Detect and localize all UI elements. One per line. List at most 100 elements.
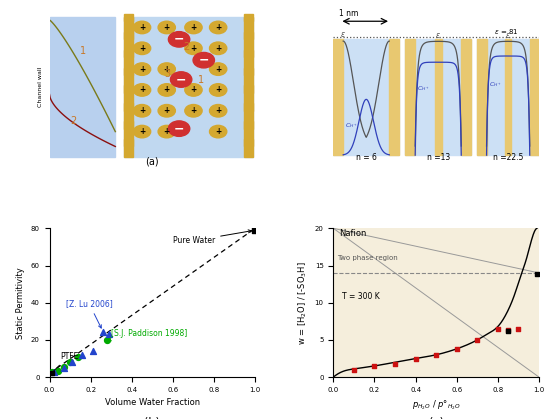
Text: $\varepsilon$ = 81: $\varepsilon$ = 81 bbox=[494, 27, 519, 36]
Bar bbox=[244, 50, 253, 57]
Bar bbox=[244, 17, 253, 157]
Text: +: + bbox=[139, 106, 145, 115]
Point bbox=[532, 271, 541, 278]
Text: +: + bbox=[139, 44, 145, 53]
Circle shape bbox=[210, 63, 227, 75]
Text: +: + bbox=[139, 85, 145, 94]
Circle shape bbox=[134, 125, 151, 138]
Bar bbox=[434, 39, 442, 155]
Bar bbox=[50, 17, 116, 157]
Bar bbox=[124, 85, 133, 93]
Text: +: + bbox=[190, 44, 196, 53]
Text: +: + bbox=[163, 23, 170, 32]
Text: −: − bbox=[174, 33, 184, 46]
Text: (a): (a) bbox=[146, 156, 159, 166]
Text: Pure Water: Pure Water bbox=[173, 230, 251, 245]
Bar bbox=[477, 39, 539, 155]
Point bbox=[53, 367, 62, 374]
Point bbox=[74, 353, 82, 360]
Bar bbox=[505, 39, 512, 155]
Text: n =22.5: n =22.5 bbox=[493, 153, 524, 162]
Circle shape bbox=[185, 42, 202, 54]
Bar bbox=[405, 39, 415, 155]
Bar bbox=[124, 139, 133, 147]
Circle shape bbox=[134, 63, 151, 75]
Text: +: + bbox=[163, 127, 170, 136]
Text: Nafion: Nafion bbox=[339, 229, 367, 238]
Point bbox=[504, 327, 513, 334]
Text: (b): (b) bbox=[145, 417, 160, 419]
Point bbox=[68, 359, 76, 365]
Text: −: − bbox=[174, 122, 184, 135]
Point bbox=[65, 359, 74, 365]
Circle shape bbox=[193, 52, 214, 68]
Bar bbox=[244, 139, 253, 147]
Text: Channel wall: Channel wall bbox=[39, 67, 43, 107]
Bar bbox=[124, 17, 133, 157]
Text: +: + bbox=[190, 23, 196, 32]
Bar bbox=[477, 39, 487, 155]
Circle shape bbox=[210, 21, 227, 34]
Circle shape bbox=[158, 63, 175, 75]
Bar bbox=[461, 39, 471, 155]
Bar bbox=[244, 32, 253, 39]
Circle shape bbox=[158, 84, 175, 96]
Point bbox=[47, 369, 56, 376]
Text: [Z. Lu 2006]: [Z. Lu 2006] bbox=[66, 300, 113, 328]
Text: 3: 3 bbox=[164, 69, 171, 78]
Bar bbox=[124, 17, 253, 157]
Circle shape bbox=[134, 84, 151, 96]
Text: +: + bbox=[163, 85, 170, 94]
Circle shape bbox=[168, 121, 190, 136]
Circle shape bbox=[134, 104, 151, 117]
Text: T = 300 K: T = 300 K bbox=[342, 292, 380, 301]
Text: $\varepsilon$: $\varepsilon$ bbox=[340, 30, 346, 39]
Point bbox=[452, 346, 461, 352]
Bar bbox=[244, 121, 253, 129]
Circle shape bbox=[185, 21, 202, 34]
Y-axis label: Static Permitivity: Static Permitivity bbox=[16, 267, 25, 339]
Circle shape bbox=[210, 125, 227, 138]
Text: n = 6: n = 6 bbox=[356, 153, 377, 162]
Bar bbox=[244, 67, 253, 75]
Point bbox=[251, 227, 260, 233]
X-axis label: Volume Water Fraction: Volume Water Fraction bbox=[104, 398, 200, 407]
Text: +: + bbox=[215, 44, 221, 53]
Bar bbox=[405, 39, 471, 155]
Circle shape bbox=[185, 84, 202, 96]
Point bbox=[47, 370, 56, 376]
Text: +: + bbox=[139, 65, 145, 74]
Point bbox=[349, 366, 358, 373]
Bar bbox=[124, 67, 133, 75]
Text: 1 nm: 1 nm bbox=[339, 8, 359, 18]
Circle shape bbox=[134, 21, 151, 34]
Text: $\varepsilon$: $\varepsilon$ bbox=[435, 31, 441, 40]
Text: +: + bbox=[215, 65, 221, 74]
Circle shape bbox=[210, 84, 227, 96]
Text: −: − bbox=[176, 73, 186, 86]
X-axis label: $p_{H_2O}$ / $p°_{H_2O}$: $p_{H_2O}$ / $p°_{H_2O}$ bbox=[412, 398, 460, 412]
Text: +: + bbox=[215, 106, 221, 115]
Text: +: + bbox=[139, 23, 145, 32]
Bar bbox=[333, 39, 343, 155]
Y-axis label: w = [H$_2$O] / [-SO$_3$H]: w = [H$_2$O] / [-SO$_3$H] bbox=[296, 261, 309, 344]
Circle shape bbox=[210, 104, 227, 117]
Bar bbox=[124, 50, 133, 57]
Bar bbox=[389, 39, 399, 155]
Circle shape bbox=[170, 72, 192, 87]
Text: $\varepsilon$: $\varepsilon$ bbox=[505, 31, 511, 40]
Point bbox=[504, 328, 513, 334]
Text: 1: 1 bbox=[197, 75, 204, 85]
Text: $C_{H^+}$: $C_{H^+}$ bbox=[345, 121, 358, 130]
Point bbox=[493, 326, 502, 332]
Text: PTFE: PTFE bbox=[53, 352, 78, 371]
Point bbox=[98, 328, 107, 335]
Text: 1: 1 bbox=[80, 46, 86, 56]
Point bbox=[390, 360, 399, 367]
Text: n =13: n =13 bbox=[427, 153, 450, 162]
Bar bbox=[124, 121, 133, 129]
Circle shape bbox=[185, 104, 202, 117]
Point bbox=[432, 352, 441, 358]
Text: +: + bbox=[190, 106, 196, 115]
Point bbox=[104, 331, 113, 338]
